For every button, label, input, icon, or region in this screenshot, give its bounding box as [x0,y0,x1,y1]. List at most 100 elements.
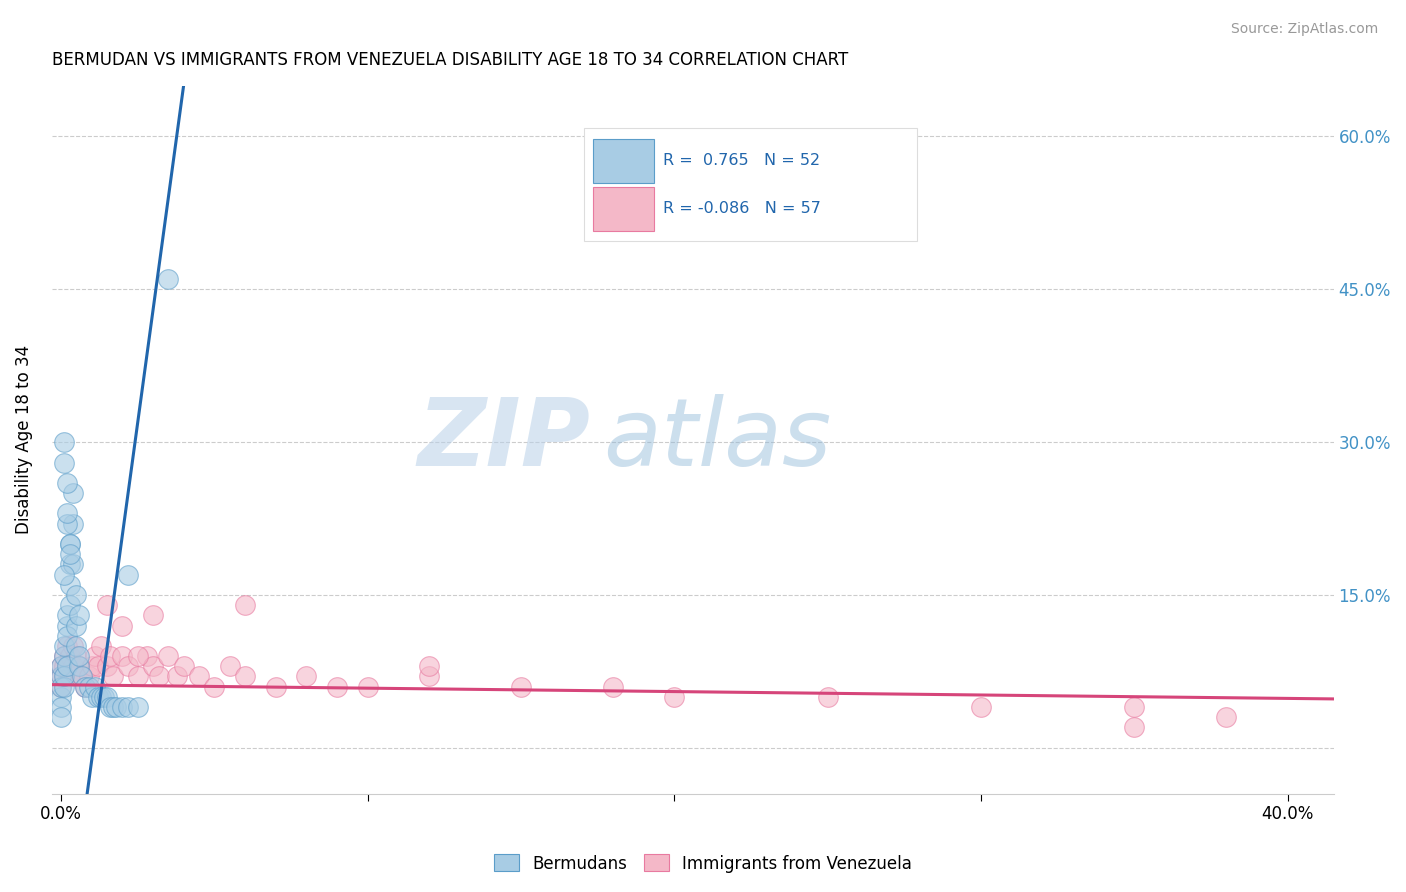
Point [80,659,103,673]
Y-axis label: Disability Age 18 to 34: Disability Age 18 to 34 [15,345,32,534]
Point [65,649,87,664]
Point [53,435,76,450]
Point [970,700,993,714]
Point [62,516,84,531]
Point [93,690,115,704]
Point [218,659,240,673]
Text: Source: ZipAtlas.com: Source: ZipAtlas.com [1230,22,1378,37]
Point [111,649,134,664]
Point [77,680,100,694]
Point [59,537,82,551]
Point [326,680,349,694]
Text: R = -0.086   N = 57: R = -0.086 N = 57 [664,202,821,216]
Point [233,598,256,612]
Point [59,578,82,592]
Point [1123,721,1146,735]
Point [59,558,82,572]
Point [67,659,90,673]
Point [49,669,72,683]
Point [173,659,195,673]
Point [56,618,79,632]
Point [142,608,165,623]
Point [817,690,839,704]
Text: BERMUDAN VS IMMIGRANTS FROM VENEZUELA DISABILITY AGE 18 TO 34 CORRELATION CHART: BERMUDAN VS IMMIGRANTS FROM VENEZUELA DI… [52,51,848,69]
Point [1123,700,1146,714]
Point [49,659,72,673]
Point [49,690,72,704]
Point [65,669,87,683]
Point [56,659,79,673]
Point [127,669,149,683]
Point [56,629,79,643]
Point [56,475,79,490]
Legend: Bermudans, Immigrants from Venezuela: Bermudans, Immigrants from Venezuela [488,847,918,880]
Point [157,649,180,664]
Point [53,649,76,664]
Text: R =  0.765   N = 52: R = 0.765 N = 52 [664,153,820,168]
Point [87,690,110,704]
Point [117,567,139,582]
Point [67,649,90,664]
Point [90,639,112,653]
Point [56,639,79,653]
Point [1215,710,1237,724]
Point [418,659,440,673]
Point [90,690,112,704]
Point [101,700,124,714]
Point [127,700,149,714]
Point [53,639,76,653]
Point [67,608,90,623]
Point [83,680,105,694]
Point [157,272,180,286]
Point [49,710,72,724]
Point [56,507,79,521]
FancyBboxPatch shape [593,186,654,231]
Point [96,598,118,612]
Point [96,690,118,704]
Point [188,669,211,683]
Point [80,690,103,704]
Point [111,618,134,632]
Point [87,659,110,673]
Point [49,680,72,694]
Point [602,680,624,694]
Point [62,486,84,500]
Point [98,700,121,714]
Text: ZIP: ZIP [418,393,591,485]
Point [53,669,76,683]
Point [295,669,318,683]
Point [135,649,157,664]
Point [53,567,76,582]
Point [53,649,76,664]
Point [49,669,72,683]
Point [202,680,225,694]
Point [96,659,118,673]
Point [59,598,82,612]
Point [510,680,533,694]
Point [49,700,72,714]
Point [59,537,82,551]
Point [664,690,686,704]
Point [148,669,170,683]
FancyBboxPatch shape [583,128,917,242]
Point [233,669,256,683]
Point [59,547,82,561]
Point [56,516,79,531]
Point [49,659,72,673]
Point [264,680,287,694]
Point [56,608,79,623]
Point [49,680,72,694]
FancyBboxPatch shape [593,138,654,183]
Point [65,618,87,632]
Point [53,680,76,694]
Point [117,659,139,673]
Point [62,639,84,653]
Point [59,649,82,664]
Point [53,669,76,683]
Point [127,649,149,664]
Point [142,659,165,673]
Point [77,669,100,683]
Point [418,669,440,683]
Point [105,700,128,714]
Point [83,649,105,664]
